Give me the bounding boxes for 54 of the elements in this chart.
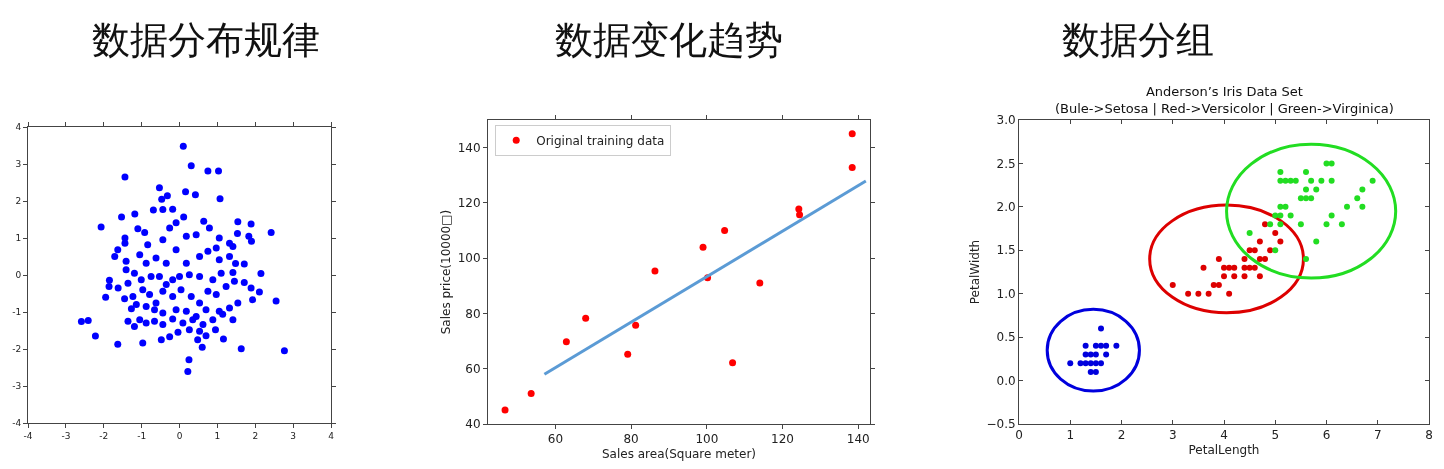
x-tick-label: -3	[61, 430, 71, 441]
x-axis-title: PetalLength	[1188, 443, 1260, 458]
x-tick-label: 2	[1117, 428, 1126, 443]
y-axis-title: PetalWidth	[967, 239, 982, 305]
chart-title: 数据变化趋势	[555, 18, 783, 62]
x-tick-label: 60	[547, 432, 564, 447]
x-tick-label: 140	[846, 432, 870, 447]
x-tick-label: 0	[176, 430, 183, 441]
x-tick-label: 8	[1425, 428, 1433, 443]
y-tick-label: 0.5	[996, 330, 1016, 345]
y-tick-label: 60	[465, 361, 481, 376]
x-tick-label: 80	[623, 432, 639, 447]
x-tick-label: 1	[214, 430, 221, 441]
x-tick-label: 4	[1220, 428, 1228, 443]
x-tick-label: 1	[1066, 428, 1075, 443]
y-tick-label: 0.0	[996, 373, 1016, 388]
y-tick-label: 3.0	[996, 113, 1016, 128]
y-tick-label: 100	[457, 251, 481, 266]
y-tick-label: 2	[15, 196, 22, 207]
y-tick-label: -3	[12, 381, 22, 392]
y-tick-label: 80	[465, 306, 481, 321]
chart-title: 数据分布规律	[92, 18, 320, 62]
y-tick-label: 40	[465, 417, 481, 432]
chart-subtitle: Anderson’s Iris Data Set (Bule->Setosa | Red->Versicolor | Green->Virginica)	[1055, 84, 1394, 116]
x-tick-label: 6	[1322, 428, 1331, 443]
y-tick-label: 2.0	[996, 200, 1016, 215]
x-tick-label: 3	[290, 430, 296, 441]
y-tick-label: -2	[12, 344, 22, 355]
y-tick-label: 3	[15, 159, 22, 170]
chart-title: 数据分组	[1062, 18, 1214, 62]
y-tick-label: 1	[15, 233, 22, 244]
x-tick-label: 120	[771, 432, 794, 447]
x-tick-label: -2	[99, 430, 109, 441]
x-tick-label: -4	[23, 430, 33, 441]
y-tick-label: 140	[457, 140, 481, 155]
y-axis-title: Sales price(10000□)	[438, 209, 453, 335]
x-tick-label: -1	[137, 430, 147, 441]
y-tick-label: −0.5	[986, 417, 1016, 432]
x-tick-label: 4	[328, 430, 335, 441]
x-tick-label: 5	[1271, 428, 1280, 443]
y-tick-label: 0	[15, 270, 22, 281]
x-tick-label: 3	[1168, 428, 1177, 443]
y-tick-label: -1	[12, 307, 22, 318]
legend-label: Original training data	[536, 133, 665, 148]
y-tick-label: -4	[12, 418, 22, 429]
x-tick-label: 7	[1373, 428, 1382, 443]
y-tick-label: 120	[457, 196, 481, 211]
x-axis-title: Sales area(Square meter)	[601, 447, 757, 462]
y-tick-label: 1.5	[996, 243, 1016, 258]
y-tick-label: 1.0	[996, 286, 1016, 301]
y-tick-label: 4	[15, 122, 22, 133]
x-tick-label: 2	[252, 430, 259, 441]
y-tick-label: 2.5	[996, 156, 1016, 171]
x-tick-label: 100	[695, 432, 719, 447]
